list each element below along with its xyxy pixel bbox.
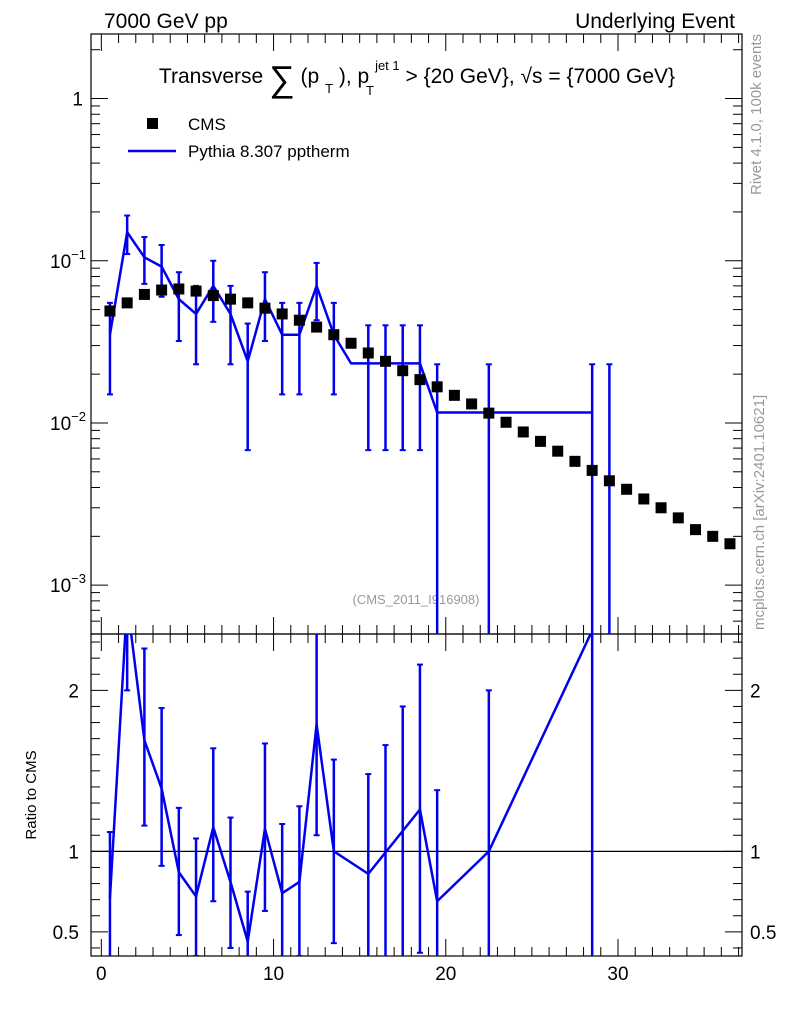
data-point bbox=[207, 290, 219, 302]
data-point bbox=[173, 283, 185, 295]
data-point bbox=[569, 455, 581, 467]
ratio-y-tick-label-right: 1 bbox=[750, 842, 761, 863]
mc-series-line bbox=[108, 230, 593, 414]
main-y-tick-label: 1 bbox=[72, 90, 83, 111]
data-point bbox=[311, 321, 323, 333]
x-tick-label: 10 bbox=[263, 964, 284, 985]
mcplots-label: mcplots.cern.ch [arXiv:2401.10621] bbox=[751, 395, 768, 630]
data-point bbox=[483, 407, 495, 419]
data-point bbox=[190, 285, 202, 297]
header-left: 7000 GeV pp bbox=[104, 10, 228, 33]
data-point bbox=[500, 416, 512, 428]
data-point bbox=[517, 426, 529, 438]
main-plot-area bbox=[104, 214, 736, 634]
ratio-series-line bbox=[108, 634, 592, 943]
data-point bbox=[293, 314, 305, 326]
ratio-line-path bbox=[108, 634, 592, 943]
data-point bbox=[276, 308, 288, 320]
data-point bbox=[345, 337, 357, 349]
data-point bbox=[138, 288, 150, 300]
data-point bbox=[672, 512, 684, 524]
data-point bbox=[621, 483, 633, 495]
legend-label-cms: CMS bbox=[188, 115, 226, 134]
ratio-plot-area bbox=[106, 634, 594, 956]
ratio-y-tick-label-left: 2 bbox=[68, 681, 79, 702]
data-point bbox=[535, 435, 546, 447]
x-tick-label: 0 bbox=[96, 964, 107, 985]
data-point bbox=[362, 347, 374, 359]
legend-label-pythia: Pythia 8.307 pptherm bbox=[188, 142, 350, 161]
x-axis-ticks: 0 10 20 30 bbox=[96, 34, 740, 985]
main-y-tick-label: 10−1 bbox=[50, 247, 86, 273]
ratio-y-tick-label-left: 0.5 bbox=[53, 923, 79, 944]
main-y-tick-label: 10−2 bbox=[50, 409, 86, 435]
data-point bbox=[397, 365, 409, 377]
data-point bbox=[121, 297, 133, 309]
data-point bbox=[655, 502, 667, 514]
ratio-y-tick-label-left: 1 bbox=[68, 842, 79, 863]
main-y-tick-label: 10−3 bbox=[50, 571, 86, 597]
rivet-label: Rivet 4.1.0, 100k events bbox=[748, 34, 765, 195]
data-point bbox=[707, 530, 719, 542]
main-axis-ticks: 1 10−1 10−2 10−3 bbox=[50, 49, 742, 635]
data-point bbox=[690, 524, 701, 536]
ratio-panel-frame bbox=[90, 633, 743, 957]
ratio-error-bars bbox=[106, 634, 594, 956]
x-tick-label: 20 bbox=[435, 964, 456, 985]
data-points bbox=[104, 283, 736, 550]
ratio-y-tick-label-right: 2 bbox=[750, 681, 761, 702]
data-point bbox=[586, 464, 598, 476]
data-point bbox=[242, 297, 254, 309]
data-point bbox=[724, 538, 736, 550]
data-point bbox=[380, 355, 391, 367]
header-right: Underlying Event bbox=[575, 10, 735, 33]
data-point bbox=[104, 305, 116, 317]
data-point bbox=[431, 381, 443, 393]
legend-marker-cms bbox=[147, 118, 158, 129]
data-point bbox=[552, 445, 564, 457]
data-point bbox=[259, 302, 271, 314]
analysis-watermark: (CMS_2011_I916908) bbox=[353, 592, 480, 607]
title-subscript-t: T bbox=[366, 83, 374, 98]
data-point bbox=[466, 398, 478, 410]
data-point bbox=[225, 293, 236, 305]
x-tick-label: 30 bbox=[607, 964, 628, 985]
data-point bbox=[448, 389, 460, 401]
mc-line-path bbox=[108, 230, 593, 414]
ratio-axis-ticks: 2 2 1 1 0.5 0.5 bbox=[53, 641, 776, 949]
data-point bbox=[156, 284, 168, 296]
data-point bbox=[638, 493, 650, 505]
svg-text:Transverse ∑ (p: Transverse ∑ (p T ), p jet 1 > {20 GeV},… bbox=[159, 52, 675, 99]
ratio-ylabel: Ratio to CMS bbox=[23, 750, 40, 839]
data-point bbox=[328, 329, 340, 341]
data-point bbox=[603, 475, 615, 487]
legend: CMS Pythia 8.307 pptherm bbox=[128, 115, 350, 161]
chart-title: Transverse ∑ (p T ), p jet 1 > {20 GeV},… bbox=[159, 52, 675, 99]
data-point bbox=[414, 374, 426, 386]
ratio-y-tick-label-right: 0.5 bbox=[750, 923, 776, 944]
